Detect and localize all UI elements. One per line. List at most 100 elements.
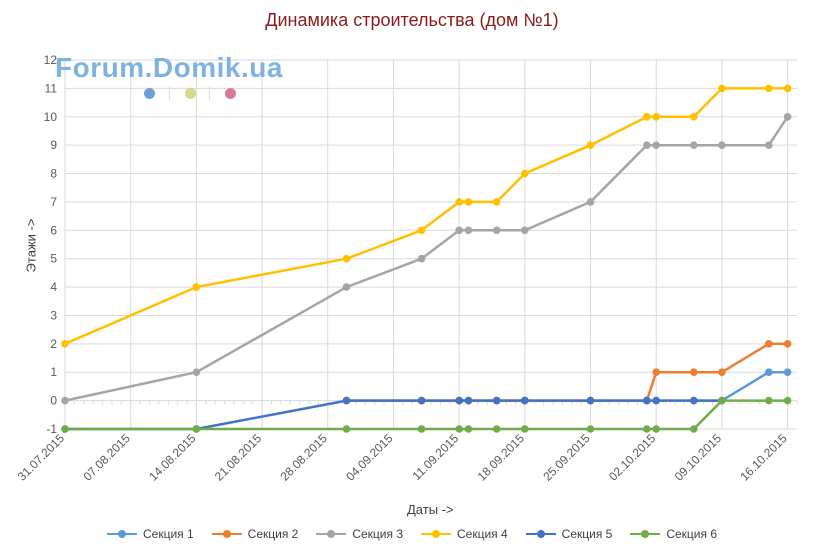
data-point-section-3 — [192, 368, 201, 377]
y-tick-label: 5 — [50, 252, 57, 266]
data-point-section-6 — [586, 425, 595, 433]
data-point-section-4 — [690, 113, 698, 121]
data-point-section-6 — [464, 425, 473, 433]
x-tick-label: 09.10.2015 — [672, 431, 725, 484]
legend-swatch — [316, 530, 347, 538]
y-tick-label: -1 — [46, 422, 57, 436]
y-tick-label: 6 — [50, 223, 57, 237]
data-point-section-4 — [718, 84, 726, 93]
legend-item-section-1: Секция 1 — [106, 527, 194, 541]
data-point-section-5 — [455, 396, 464, 405]
data-point-section-2 — [718, 368, 726, 377]
x-tick-label: 18.09.2015 — [475, 431, 528, 484]
legend-label: Секция 1 — [142, 527, 194, 541]
data-point-section-3 — [492, 226, 501, 235]
data-point-section-3 — [342, 283, 351, 291]
y-tick-label: 12 — [44, 53, 58, 67]
data-point-section-4 — [417, 226, 426, 235]
x-tick-label: 16.10.2015 — [737, 431, 790, 484]
data-point-section-2 — [652, 368, 660, 377]
y-tick-label: 1 — [50, 365, 57, 379]
x-tick-label: 14.08.2015 — [146, 431, 199, 484]
chart-legend: Секция 1 Секция 2 Секция 3 Секция 4 Секц… — [0, 527, 824, 541]
data-point-section-5 — [417, 396, 426, 405]
legend-swatch — [630, 530, 661, 538]
x-tick-label: 28.08.2015 — [278, 431, 331, 484]
legend-label: Секция 6 — [666, 527, 718, 541]
data-point-section-5 — [492, 396, 501, 405]
data-point-section-1 — [783, 368, 792, 377]
legend-item-section-3: Секция 3 — [316, 527, 403, 541]
legend-item-section-4: Секция 4 — [421, 527, 508, 541]
y-tick-label: 10 — [44, 110, 58, 124]
data-point-section-4 — [652, 113, 660, 121]
data-point-section-3 — [652, 141, 660, 149]
y-tick-label: 3 — [50, 308, 57, 322]
y-tick-label: 9 — [50, 138, 57, 152]
watermark-dot-yellow-icon — [185, 88, 196, 99]
legend-label: Секция 2 — [247, 527, 299, 541]
data-point-section-4 — [643, 113, 651, 121]
watermark-dot-blue-icon — [144, 88, 155, 99]
data-point-section-6 — [417, 425, 426, 433]
data-point-section-3 — [521, 226, 529, 235]
legend-label: Секция 3 — [352, 527, 403, 541]
series-line-section-4 — [63, 87, 789, 346]
watermark-divider — [209, 86, 210, 100]
data-point-section-3 — [61, 396, 69, 405]
data-point-section-6 — [765, 396, 773, 405]
data-point-section-6 — [492, 425, 501, 433]
data-point-section-4 — [521, 169, 529, 178]
data-point-section-6 — [192, 425, 201, 433]
x-tick-label: 31.07.2015 — [15, 431, 68, 484]
data-point-section-2 — [783, 340, 792, 348]
data-point-section-2 — [765, 340, 773, 348]
data-point-section-5 — [690, 396, 698, 405]
data-point-section-3 — [690, 141, 698, 149]
y-tick-label: 4 — [50, 280, 57, 294]
data-point-section-6 — [643, 425, 651, 433]
data-point-section-6 — [718, 396, 726, 405]
data-point-section-2 — [690, 368, 698, 377]
forum-watermark-logo: Forum.Domik.ua — [55, 52, 283, 83]
x-tick-label: 02.10.2015 — [606, 431, 659, 484]
data-point-section-4 — [765, 84, 773, 93]
y-tick-label: 0 — [50, 394, 57, 408]
y-axis-title: Этажи -> — [23, 218, 39, 273]
data-point-section-6 — [455, 425, 464, 433]
legend-swatch — [106, 530, 137, 538]
data-point-section-5 — [521, 396, 529, 405]
data-point-section-3 — [455, 226, 464, 235]
data-point-section-5 — [464, 396, 473, 405]
data-point-section-4 — [455, 198, 464, 206]
y-tick-label: 7 — [50, 195, 57, 209]
data-point-section-3 — [643, 141, 651, 149]
x-axis-title: Даты -> — [407, 502, 454, 517]
data-point-section-4 — [464, 198, 473, 206]
watermark-divider — [169, 86, 170, 100]
data-point-section-6 — [342, 425, 351, 433]
chart-title: Динамика строительства (дом №1) — [265, 10, 559, 30]
data-point-section-6 — [61, 425, 69, 433]
legend-label: Секция 4 — [457, 527, 508, 541]
data-point-section-3 — [586, 198, 595, 206]
x-tick-label: 11.09.2015 — [410, 431, 462, 483]
data-point-section-5 — [342, 396, 351, 405]
data-point-section-6 — [652, 425, 660, 433]
data-point-section-6 — [783, 396, 792, 405]
legend-item-section-5: Секция 5 — [525, 527, 613, 541]
data-point-section-4 — [586, 141, 595, 149]
legend-item-section-2: Секция 2 — [211, 527, 299, 541]
y-tick-label: 11 — [45, 81, 58, 95]
data-point-section-6 — [521, 425, 529, 433]
x-tick-label: 07.08.2015 — [80, 431, 133, 484]
watermark-dot-pink-icon — [225, 88, 236, 99]
data-point-section-4 — [192, 283, 201, 291]
series-line-section-6 — [63, 399, 789, 431]
data-point-section-3 — [783, 113, 792, 121]
legend-label: Секция 5 — [561, 527, 613, 541]
data-point-section-4 — [492, 198, 501, 206]
data-point-section-3 — [718, 141, 726, 149]
data-point-section-4 — [61, 340, 69, 348]
